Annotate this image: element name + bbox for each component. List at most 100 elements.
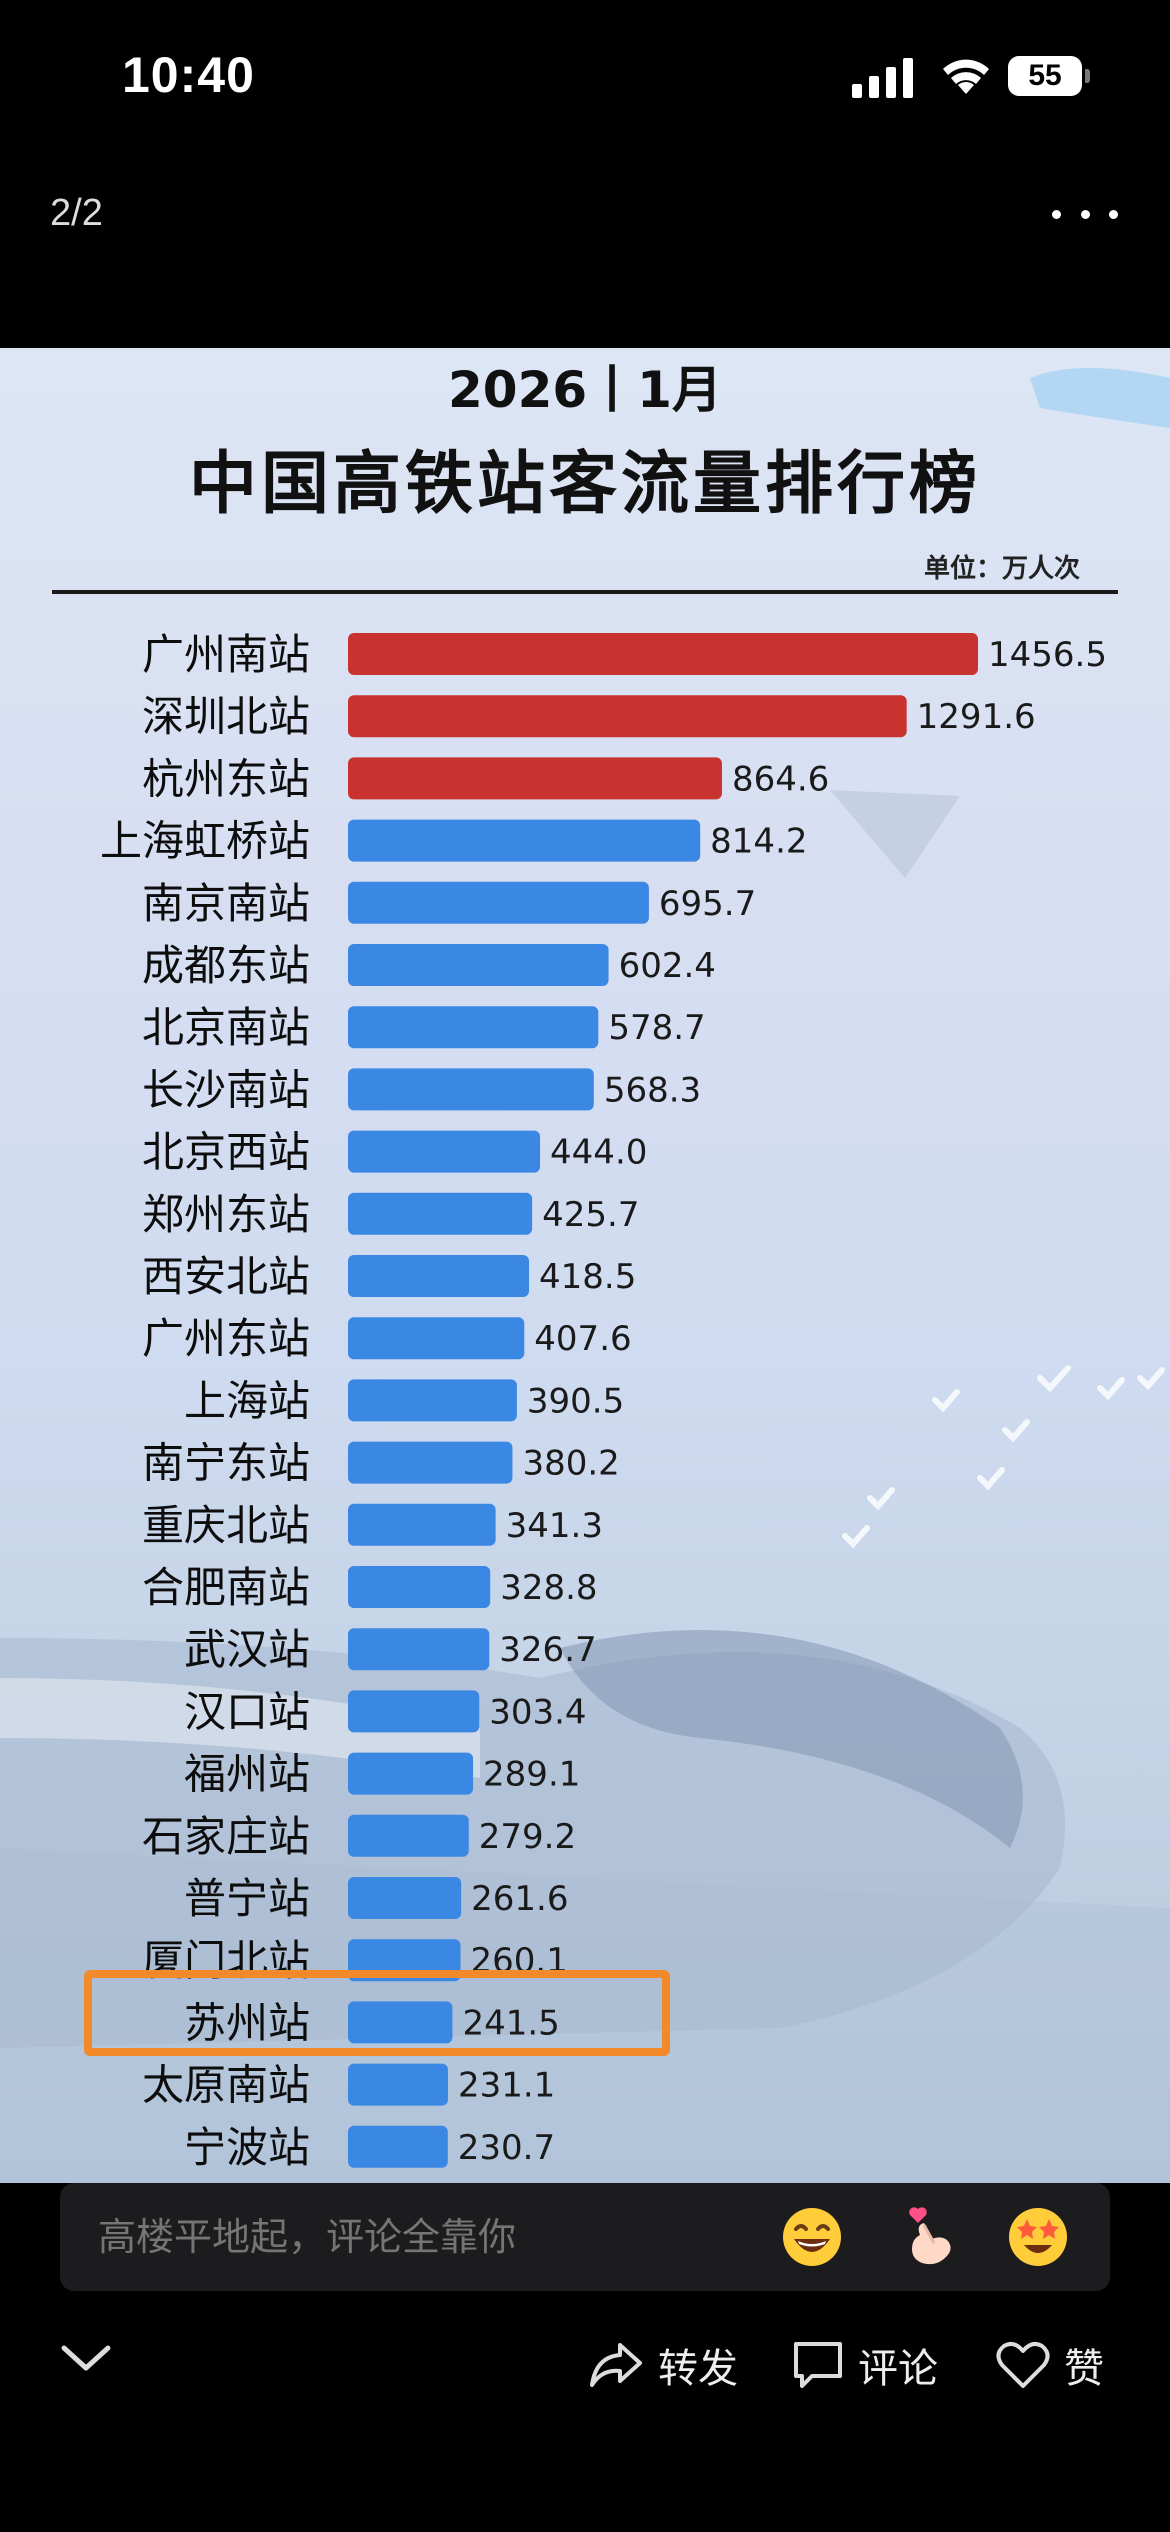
comment-input[interactable] [98,2183,798,2291]
station-label-4: 上海虹桥站 [100,817,310,866]
chevron-down-icon[interactable] [60,2344,112,2374]
heart-icon [996,2341,1050,2388]
station-label-3: 杭州东站 [142,754,310,803]
value-label-14: 380.2 [522,1444,619,1484]
bar-21 [348,1877,462,1919]
value-label-2: 1291.6 [917,697,1036,737]
title-divider [52,590,1118,594]
value-label-23: 241.5 [462,2003,559,2043]
chart-period: 2026丨1月 [448,361,722,419]
station-label-1: 广州南站 [142,630,310,679]
chart-title: 中国高铁站客流量排行榜 [188,445,981,524]
station-label-7: 北京南站 [142,1003,310,1052]
value-label-12: 407.6 [534,1319,631,1359]
share-button[interactable]: 转发 [588,2330,738,2400]
station-label-13: 上海站 [184,1376,310,1425]
station-label-6: 成都东站 [142,941,310,990]
star-eyes-emoji-icon[interactable] [1006,2205,1070,2269]
more-options-button[interactable] [1052,202,1118,226]
comment-label: 评论 [858,2346,938,2392]
station-label-21: 普宁站 [184,1874,310,1923]
cellular-signal-icon [852,58,913,98]
comment-bar [60,2183,1110,2291]
value-label-5: 695.7 [659,884,756,924]
bar-7 [348,1006,599,1049]
more-dots-icon [1052,209,1061,219]
bar-6 [348,944,609,986]
value-label-8: 568.3 [604,1070,701,1110]
status-time: 10:40 [122,47,255,103]
bar-14 [348,1441,513,1484]
grinning-emoji-icon[interactable] [780,2205,844,2269]
viewer-top-bar: 2/2 [0,150,1170,350]
bar-19 [348,1752,474,1795]
value-label-7: 578.7 [608,1008,705,1048]
value-label-16: 328.8 [500,1568,597,1608]
battery-icon: 55 [1008,56,1090,96]
bar-18 [348,1690,480,1733]
station-label-5: 南京南站 [142,879,310,928]
bar-17 [348,1628,490,1671]
status-bar: 10:40 55 [0,0,1170,150]
bar-20 [348,1814,469,1857]
station-label-24: 太原南站 [142,2061,310,2110]
station-label-20: 石家庄站 [142,1812,310,1861]
value-label-3: 864.6 [732,759,829,799]
station-label-16: 合肥南站 [142,1563,310,1612]
wifi-icon [943,59,989,94]
bar-4 [348,819,701,862]
station-label-23: 苏州站 [184,1998,310,2047]
comment-icon [794,2342,842,2388]
value-label-15: 341.3 [506,1506,603,1546]
station-label-18: 汉口站 [184,1687,310,1736]
value-label-19: 289.1 [483,1755,580,1795]
bottom-action-bar: 转发 评论 赞 [0,2300,1170,2430]
bar-3 [348,757,722,800]
station-label-10: 郑州东站 [142,1190,310,1239]
comment-button[interactable]: 评论 [792,2330,938,2400]
bar-11 [348,1255,530,1297]
share-icon [590,2343,642,2387]
station-label-19: 福州站 [184,1750,310,1799]
value-label-10: 425.7 [542,1195,639,1235]
value-label-1: 1456.5 [988,635,1107,675]
bar-15 [348,1503,496,1546]
station-label-25: 宁波站 [184,2123,310,2172]
highlight-box [84,1970,670,2056]
value-label-13: 390.5 [527,1381,624,1421]
unit-label: 单位：万人次 [923,554,1080,584]
ranking-bar-chart: 广州南站 1456.5 深圳北站 1291.6 杭州东站 864.6 上海虹桥站 814.2 南… [100,630,1107,2172]
station-label-17: 武汉站 [184,1625,310,1674]
value-label-4: 814.2 [710,822,807,862]
value-label-24: 231.1 [458,2066,555,2106]
battery-level: 55 [1008,56,1082,96]
station-label-11: 西安北站 [142,1252,310,1301]
finger-heart-emoji-icon[interactable] [898,2205,962,2269]
bar-10 [348,1192,533,1235]
station-label-12: 广州东站 [142,1314,310,1363]
bar-12 [348,1317,525,1360]
value-label-25: 230.7 [458,2128,555,2168]
bar-2 [348,695,907,738]
bar-5 [348,881,649,924]
bar-24 [348,2063,448,2106]
bar-13 [348,1379,517,1422]
like-label: 赞 [1064,2346,1104,2392]
value-label-6: 602.4 [619,946,716,986]
station-label-8: 长沙南站 [142,1065,310,1114]
bar-23 [348,2001,453,2044]
bar-8 [348,1068,594,1111]
ranking-image[interactable]: 2026丨1月 中国高铁站客流量排行榜 单位：万人次 广州南站 1456.5 深圳北… [0,348,1170,2183]
bar-9 [348,1130,541,1173]
bar-1 [348,633,978,675]
station-label-14: 南宁东站 [142,1439,310,1488]
page-counter: 2/2 [50,192,103,234]
station-label-9: 北京西站 [142,1128,310,1177]
value-label-9: 444.0 [550,1133,647,1173]
value-label-17: 326.7 [499,1630,596,1670]
station-label-15: 重庆北站 [142,1501,310,1550]
like-button[interactable]: 赞 [996,2330,1104,2400]
value-label-18: 303.4 [489,1692,586,1732]
bar-16 [348,1566,491,1608]
share-label: 转发 [658,2346,738,2392]
